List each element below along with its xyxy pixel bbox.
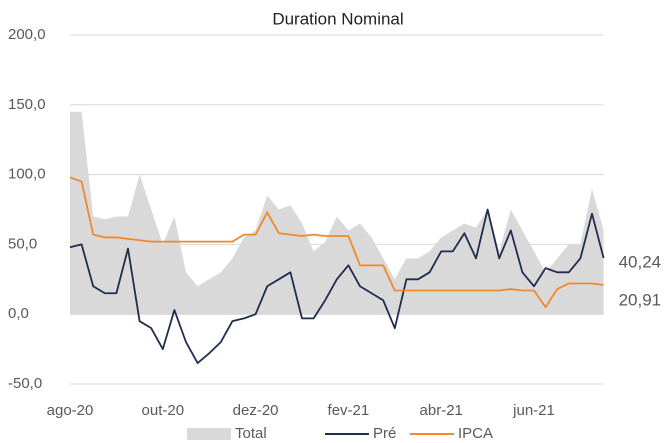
end-label: 40,24	[619, 252, 662, 271]
x-tick-label: jun-21	[512, 402, 555, 419]
line	[69, 208, 605, 364]
legend-label: IPCA	[458, 425, 493, 442]
y-tick-label: 100,0	[8, 166, 46, 183]
y-tick-label: 50,0	[8, 235, 37, 252]
end-label: 20,91	[619, 290, 662, 309]
chart-title: Duration Nominal	[272, 9, 403, 28]
legend-swatch	[187, 428, 231, 440]
x-tick-label: abr-21	[420, 402, 463, 419]
legend-label: Total	[235, 425, 267, 442]
legend-label: Pré	[373, 425, 396, 442]
x-tick-label: fev-21	[328, 402, 370, 419]
y-tick-label: -50,0	[8, 375, 42, 392]
y-tick-label: 150,0	[8, 96, 46, 113]
x-tick-label: dez-20	[233, 402, 279, 419]
y-tick-label: 200,0	[8, 26, 46, 43]
line	[69, 176, 604, 309]
area	[70, 111, 604, 315]
x-tick-label: out-20	[142, 402, 185, 419]
y-tick-label: 0,0	[8, 305, 29, 322]
x-tick-label: ago-20	[47, 402, 94, 419]
